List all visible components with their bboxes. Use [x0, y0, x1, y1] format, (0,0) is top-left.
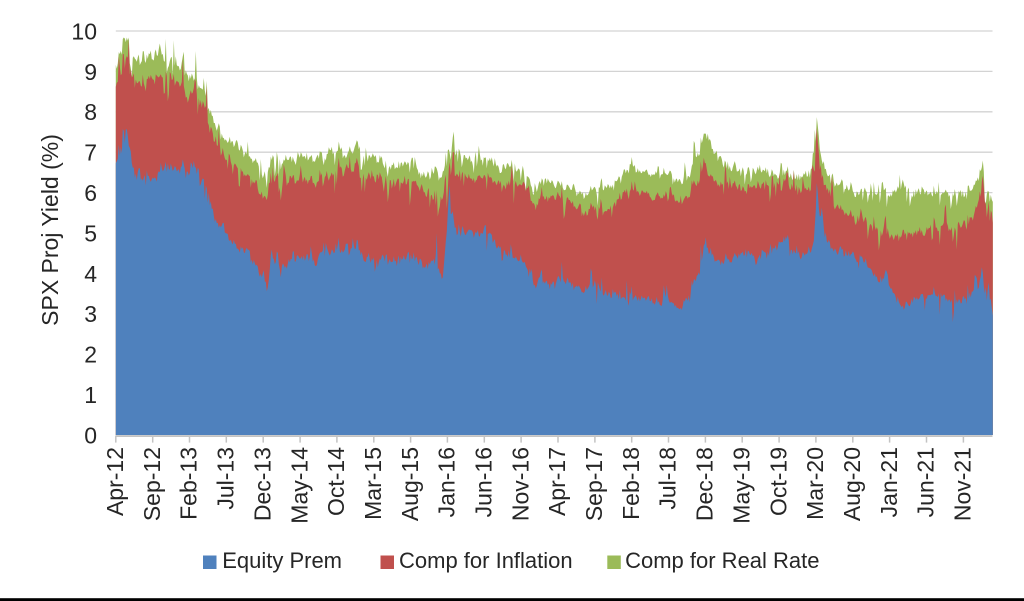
svg-text:Sep-17: Sep-17: [581, 447, 607, 521]
svg-text:Nov-16: Nov-16: [507, 447, 533, 521]
svg-text:Aug-15: Aug-15: [397, 447, 423, 521]
svg-text:May-19: May-19: [728, 447, 754, 524]
svg-text:Dec-13: Dec-13: [249, 447, 275, 521]
svg-text:10: 10: [71, 18, 97, 44]
svg-text:Apr-12: Apr-12: [102, 447, 128, 516]
svg-text:1: 1: [84, 382, 97, 408]
svg-text:Oct-19: Oct-19: [765, 447, 791, 516]
svg-text:Mar-20: Mar-20: [802, 447, 828, 520]
svg-text:May-14: May-14: [286, 447, 312, 524]
svg-text:Jun-16: Jun-16: [471, 447, 497, 517]
svg-text:8: 8: [84, 99, 97, 125]
svg-text:Jan-21: Jan-21: [876, 447, 902, 517]
svg-text:3: 3: [84, 301, 97, 327]
svg-text:9: 9: [84, 59, 97, 85]
svg-text:7: 7: [84, 140, 97, 166]
svg-text:Equity Prem: Equity Prem: [222, 548, 342, 573]
svg-text:2: 2: [84, 342, 97, 368]
svg-text:5: 5: [84, 220, 97, 246]
svg-text:Aug-20: Aug-20: [839, 447, 865, 521]
svg-text:SPX Proj Yield (%): SPX Proj Yield (%): [37, 134, 63, 326]
svg-text:Apr-17: Apr-17: [544, 447, 570, 516]
svg-text:Comp for Real Rate: Comp for Real Rate: [625, 548, 819, 573]
svg-text:Jun-21: Jun-21: [913, 447, 939, 517]
svg-text:Oct-14: Oct-14: [323, 447, 349, 516]
svg-text:6: 6: [84, 180, 97, 206]
svg-text:Dec-18: Dec-18: [692, 447, 718, 521]
svg-text:Feb-13: Feb-13: [176, 447, 202, 520]
svg-text:Comp for Inflation: Comp for Inflation: [399, 548, 573, 573]
svg-text:Jul-18: Jul-18: [655, 447, 681, 510]
svg-text:Nov-21: Nov-21: [950, 447, 976, 521]
svg-text:0: 0: [84, 422, 97, 448]
svg-text:Sep-12: Sep-12: [139, 447, 165, 521]
svg-text:Feb-18: Feb-18: [618, 447, 644, 520]
svg-text:Jul-13: Jul-13: [213, 447, 239, 510]
svg-text:Jan-16: Jan-16: [434, 447, 460, 517]
svg-text:Mar-15: Mar-15: [360, 447, 386, 520]
svg-text:4: 4: [84, 261, 97, 287]
